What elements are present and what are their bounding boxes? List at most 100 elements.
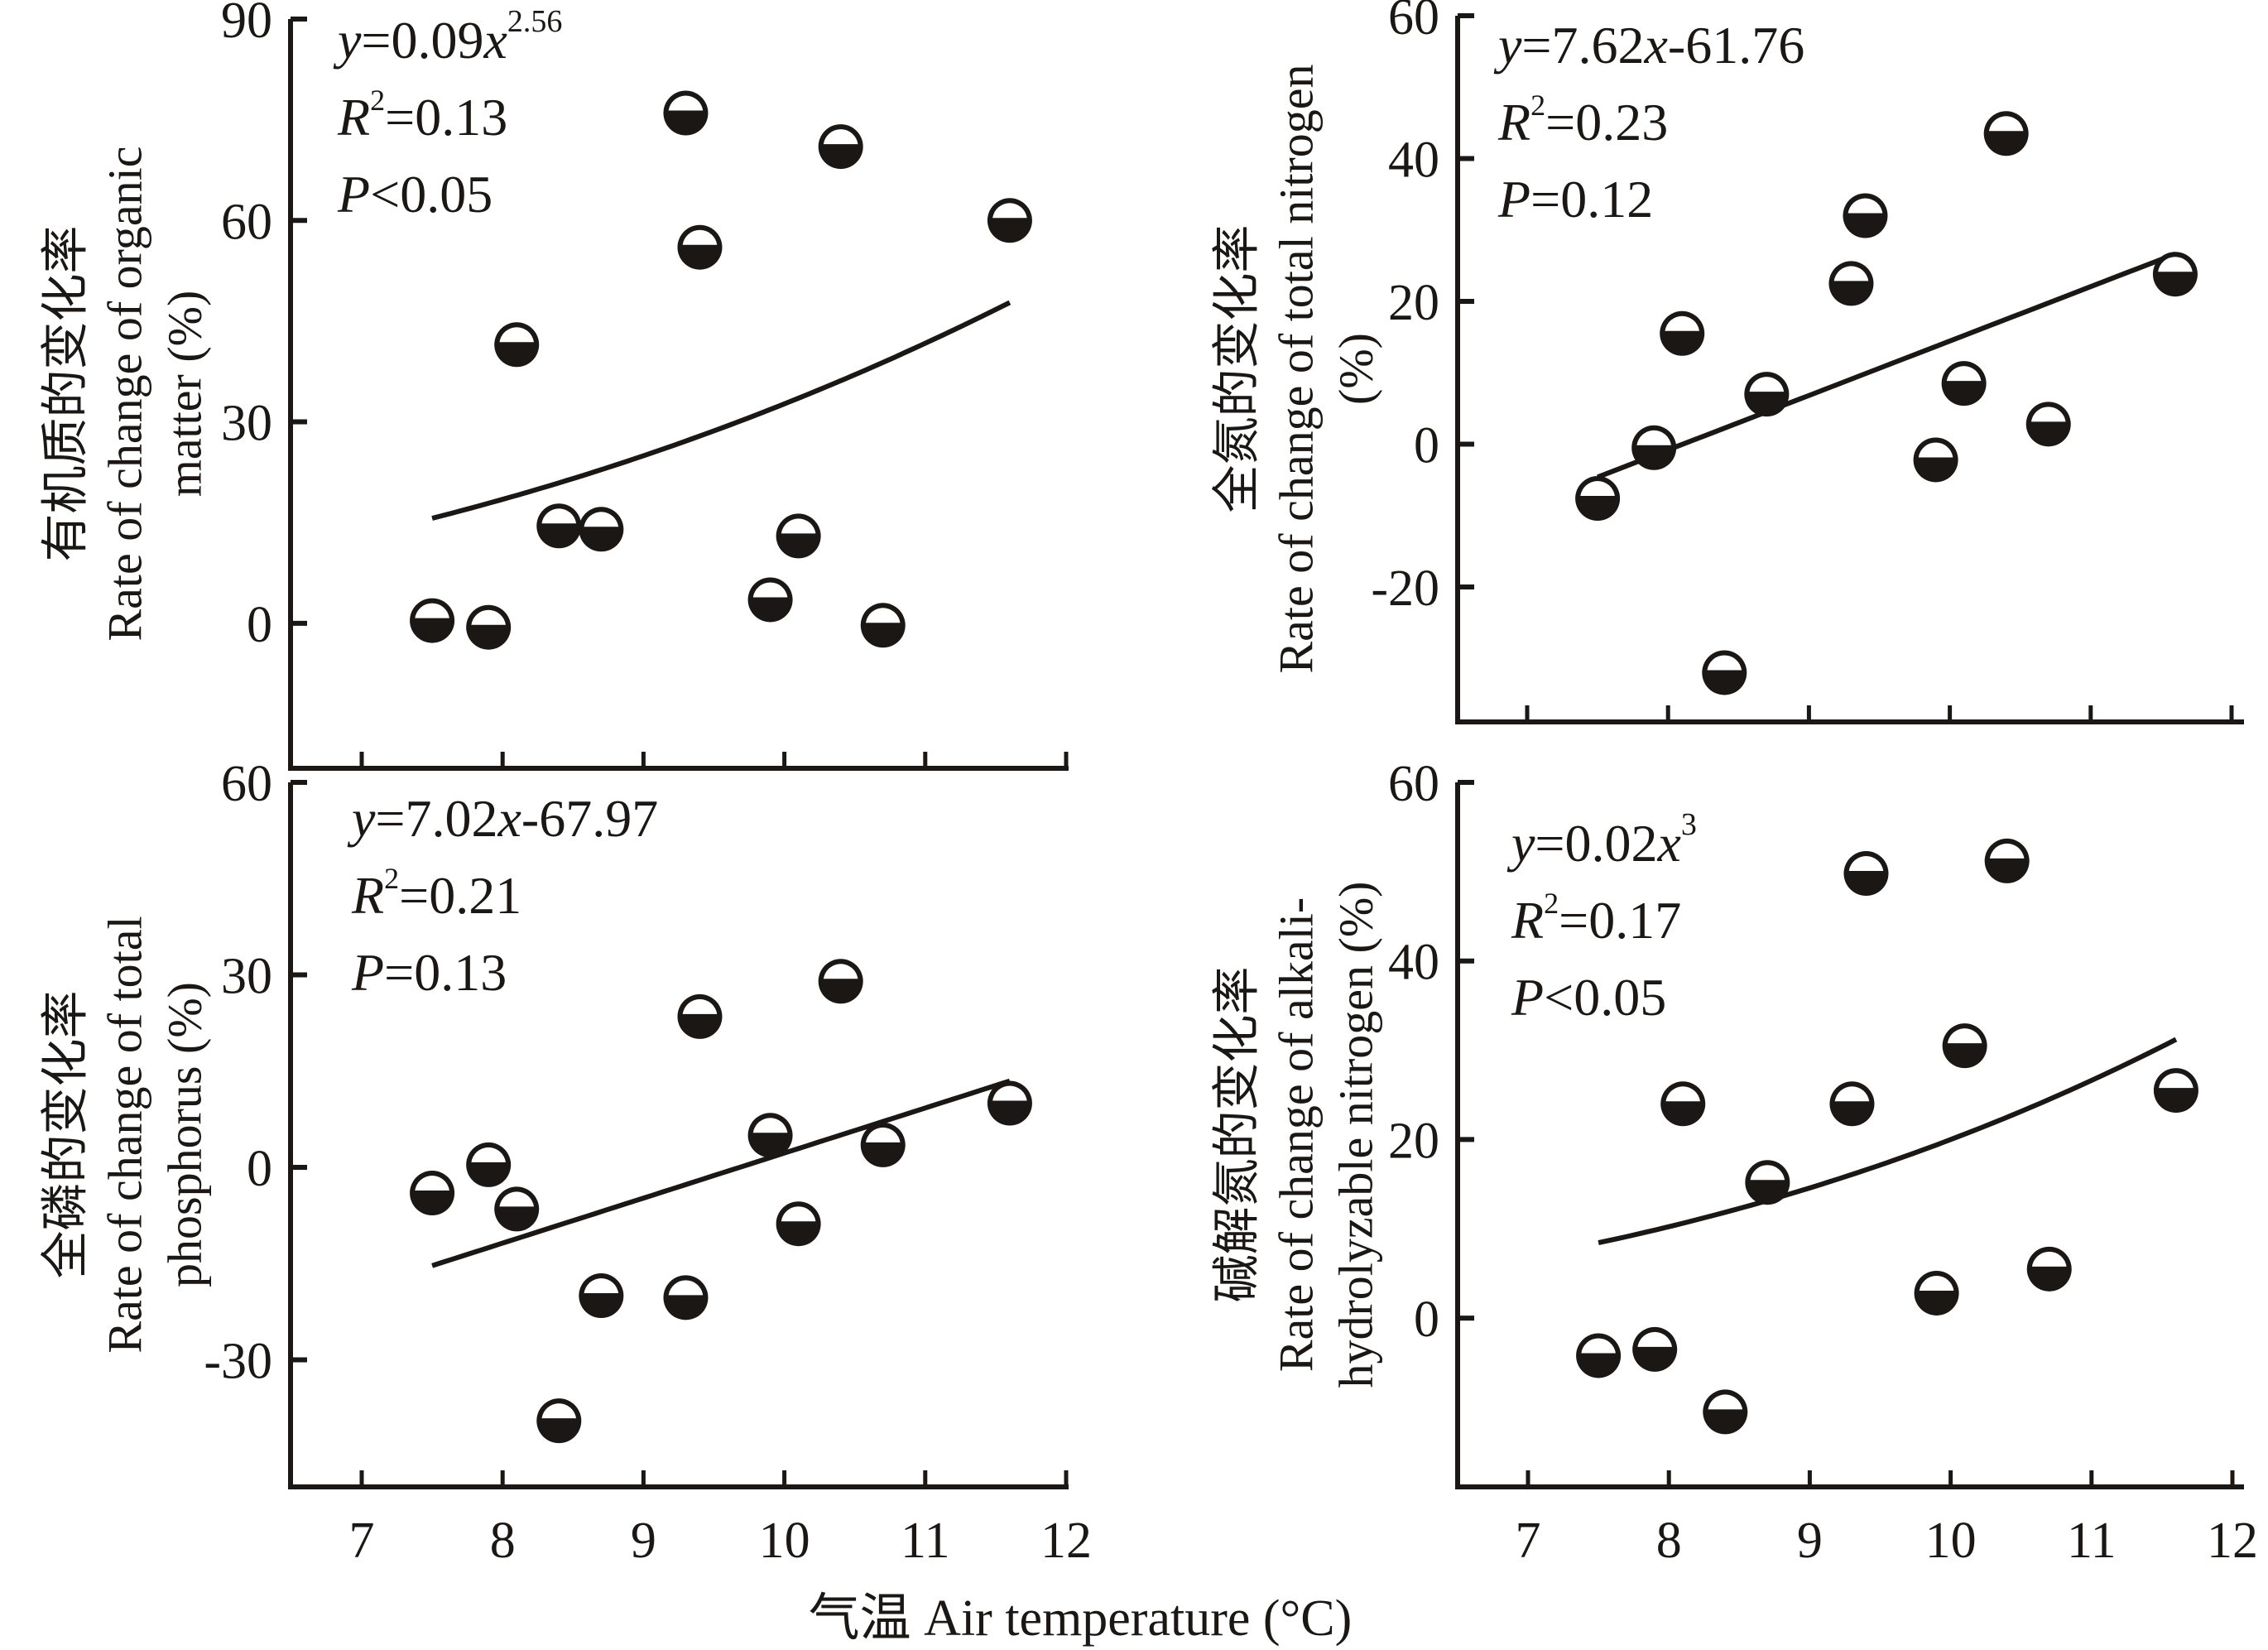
r2-value: =0.17 [1559,891,1681,950]
data-point [466,1142,512,1187]
fit-line [1597,252,2176,480]
data-point [747,1113,793,1158]
p-symbol: P [351,943,384,1002]
x-tick-label: 7 [1516,1513,1541,1569]
marker-top-half [541,508,577,524]
x-tick-label: 10 [759,1513,810,1569]
marker-top-half [1988,116,2024,132]
x-axis-label: 气温 Air temperature (°C) [809,1590,1353,1647]
y-tick-label: 20 [1388,275,1439,331]
marker-top-half [471,1147,506,1162]
r-squared: R2=0.13 [337,84,507,147]
y-axis-label-line: Rate of change of organic [98,146,151,641]
marker-top-half [541,1403,577,1419]
data-point [579,1273,624,1319]
data-point [987,1080,1032,1126]
r-exponent: 2 [370,84,385,117]
y-tick-label: 0 [1414,1292,1439,1348]
y-tick-label: 30 [221,396,272,452]
p-text: <0.05 [1544,968,1666,1027]
marker-top-half [584,512,619,527]
data-point [818,959,863,1004]
data-point [860,603,906,648]
r-symbol: R [1511,891,1544,950]
y-tick-label: -20 [1371,560,1439,617]
axis-lines [288,19,1069,771]
y-tick-label: 0 [1414,417,1439,474]
eq-x: x [497,789,521,848]
data-point [536,1398,582,1444]
eq-y: y [333,11,362,70]
marker-top-half [1834,1086,1870,1102]
x-tick-label: 12 [2207,1513,2258,1569]
data-point [579,507,624,552]
regression-equation: y=7.02x-67.97 [347,789,658,848]
marker-top-half [1947,1028,1982,1044]
marker-top-half [1833,266,1869,281]
marker-top-half [823,129,858,145]
r-squared: R2=0.17 [1511,887,1681,950]
marker-top-half [2031,1251,2067,1267]
x-tick-label: 8 [490,1513,516,1569]
marker-top-half [682,229,718,245]
eq-y: y [347,789,376,848]
marker-top-half [1848,856,1884,872]
y-axis-label-line: Rate of change of total [98,916,151,1353]
data-point [663,90,709,136]
data-point [1914,1270,1959,1316]
y-axis-label-line: matter (%) [157,291,211,498]
data-point [776,1201,821,1247]
marker-top-half [668,1280,704,1296]
p-text: =0.13 [384,943,507,1002]
data-point [1744,372,1790,417]
y-axis-label-line: Rate of change of total nitrogen [1269,64,1323,673]
y-tick-label: 60 [221,756,272,812]
data-point [776,513,821,559]
y-tick-label: 20 [1388,1113,1439,1169]
fit-line [1598,1037,2178,1246]
marker-top-half [781,1206,816,1222]
y-axis-label-line: 碱解氮的变化率 [1209,966,1263,1302]
eq-coef: =0.02 [1535,814,1657,873]
y-tick-label: 40 [1388,935,1439,991]
regression-equation: y=7.62x-61.76 [1493,16,1804,75]
y-axis-label-line: (%) [1329,333,1382,405]
marker-top-half [1707,655,1742,671]
x-tick-label: 12 [1040,1513,1092,1569]
eq-y: y [1506,814,1535,873]
eq-tail: -61.76 [1668,16,1804,75]
data-point [2026,1246,2072,1292]
regression-equation: y=0.09x2.56 [333,4,562,70]
marker-top-half [992,1085,1027,1101]
r-symbol: R [337,88,370,147]
y-axis-label-line: 全氮的变化率 [1209,224,1263,512]
data-point [1745,1160,1790,1205]
data-point [987,198,1032,243]
data-point [466,604,512,650]
y-axis-label-line: Rate of change of alkali- [1269,897,1323,1372]
axis-lines [1455,16,2244,724]
marker-top-half [499,1191,535,1207]
marker-top-half [752,1118,788,1133]
data-point [1984,838,2030,883]
r-squared: R2=0.23 [1497,89,1668,152]
axis-lines [288,782,1069,1489]
data-point [1575,476,1621,522]
eq-tail: 3 [1681,807,1697,842]
p-value: P<0.05 [337,165,493,224]
data-point [2025,402,2071,447]
y-tick-label: 90 [221,0,272,49]
r2-value: =0.21 [399,866,521,925]
marker-top-half [415,603,449,618]
marker-top-half [1637,1331,1672,1347]
marker-top-half [992,203,1027,219]
marker-top-half [1750,1165,1785,1181]
data-point [818,124,863,170]
y-axis-label-line: 全磷的变化率 [38,990,92,1278]
y-tick-label: 60 [1388,756,1439,812]
y-tick-label: 0 [247,1141,272,1197]
y-axis-label-line: hydrolyzable nitrogen (%) [1329,881,1382,1388]
eq-tail: 2.56 [507,4,563,39]
p-symbol: P [1511,968,1544,1027]
eq-y: y [1493,16,1522,75]
